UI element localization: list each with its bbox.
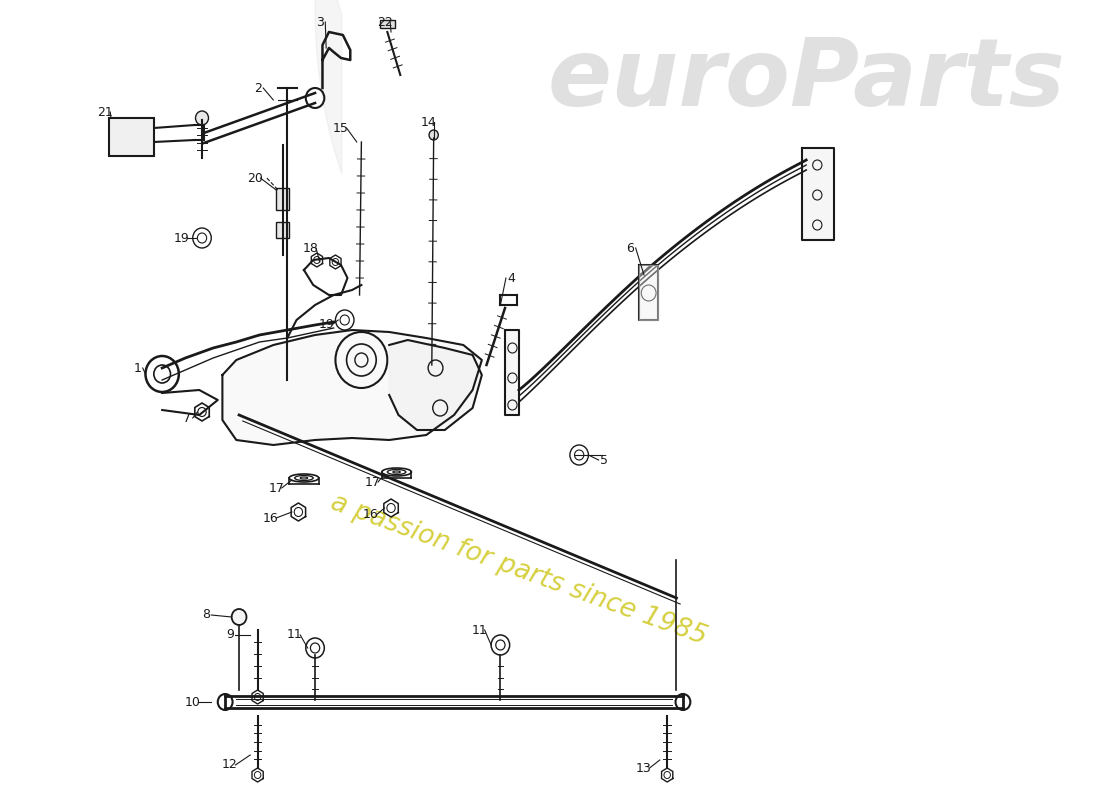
Text: 16: 16 bbox=[263, 511, 278, 525]
Text: 20: 20 bbox=[246, 171, 263, 185]
Text: 3: 3 bbox=[316, 15, 323, 29]
Text: 19: 19 bbox=[174, 231, 189, 245]
Polygon shape bbox=[639, 265, 658, 320]
Text: 6: 6 bbox=[626, 242, 634, 254]
Polygon shape bbox=[505, 330, 519, 415]
Circle shape bbox=[196, 111, 209, 125]
Text: 2: 2 bbox=[254, 82, 262, 94]
Text: 4: 4 bbox=[507, 271, 516, 285]
Text: 22: 22 bbox=[376, 15, 393, 29]
Circle shape bbox=[232, 609, 246, 625]
Text: 21: 21 bbox=[97, 106, 112, 118]
Text: 13: 13 bbox=[636, 762, 652, 774]
Text: a passion for parts since 1985: a passion for parts since 1985 bbox=[328, 490, 711, 650]
Text: 10: 10 bbox=[185, 695, 200, 709]
Text: 5: 5 bbox=[601, 454, 608, 466]
Text: euroParts: euroParts bbox=[547, 34, 1065, 126]
Text: 19: 19 bbox=[318, 318, 334, 331]
Text: 17: 17 bbox=[268, 482, 284, 494]
Circle shape bbox=[429, 130, 438, 140]
Bar bbox=[276, 188, 289, 210]
Polygon shape bbox=[379, 20, 395, 28]
Text: 16: 16 bbox=[363, 509, 378, 522]
Text: 7: 7 bbox=[184, 411, 191, 425]
Text: 18: 18 bbox=[302, 242, 318, 254]
Text: 17: 17 bbox=[364, 475, 381, 489]
Text: 11: 11 bbox=[287, 629, 303, 642]
Polygon shape bbox=[222, 330, 482, 445]
Text: 15: 15 bbox=[333, 122, 349, 134]
Text: 8: 8 bbox=[201, 609, 210, 622]
Polygon shape bbox=[389, 340, 482, 430]
Text: 9: 9 bbox=[226, 629, 233, 642]
Bar bbox=[109, 118, 154, 156]
Text: 12: 12 bbox=[222, 758, 238, 771]
Text: 14: 14 bbox=[420, 115, 436, 129]
Text: 1: 1 bbox=[133, 362, 141, 374]
Text: 11: 11 bbox=[471, 623, 487, 637]
Polygon shape bbox=[802, 148, 834, 240]
Bar bbox=[276, 222, 289, 238]
